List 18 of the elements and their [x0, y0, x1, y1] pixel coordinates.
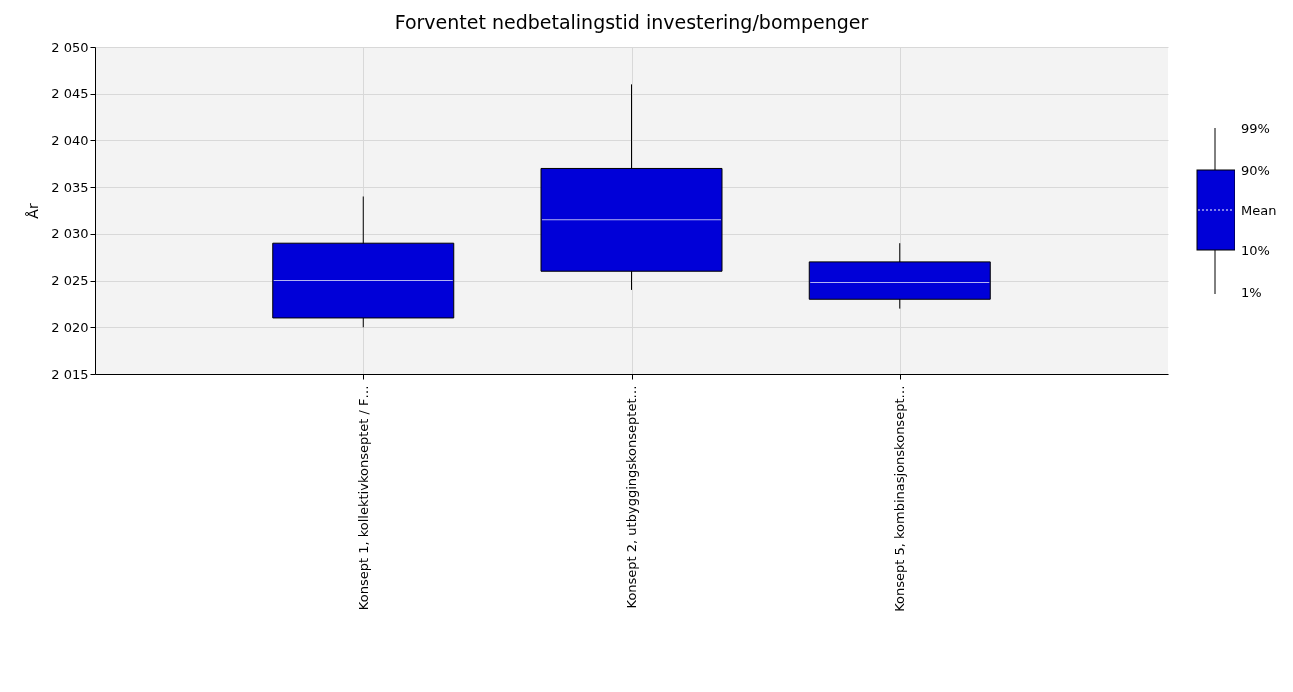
y-tick-label: 2 035	[51, 179, 89, 195]
y-tick-label: 2 015	[51, 366, 89, 382]
x-tick-label: Konsept 2, utbyggingskonseptet…	[624, 385, 639, 609]
y-tick-label: 2 030	[51, 226, 89, 242]
text: 10%	[1241, 242, 1270, 258]
x-tick-label: Konsept 5, kombinasjonskonsept…	[892, 385, 908, 612]
text: 90%	[1241, 162, 1270, 178]
text: 99%	[1241, 120, 1270, 136]
x-tick-label: Konsept 1, kollektivkonseptet / F…	[355, 385, 371, 611]
y-tick-label: 2 025	[51, 273, 89, 289]
y-tick-label: 2 020	[51, 319, 89, 335]
y-tick-label: 2 050	[51, 39, 89, 55]
text: 1%	[1241, 284, 1262, 300]
text: Mean	[1241, 202, 1277, 218]
y-tick-label: 2 040	[51, 132, 89, 148]
chart-title: Forventet nedbetalingstid investering/bompenger	[394, 11, 869, 33]
y-tick-label: 2 045	[51, 86, 89, 102]
y-axis-title: År	[25, 203, 42, 219]
